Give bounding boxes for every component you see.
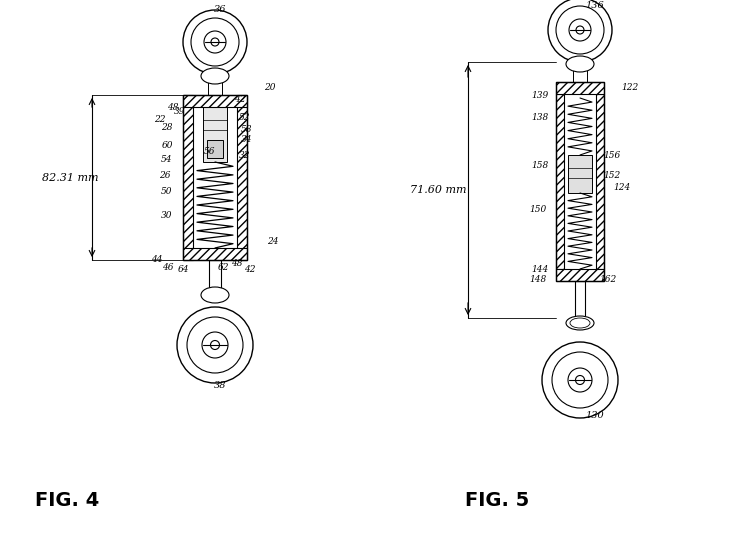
Circle shape [556,6,604,54]
Bar [183,95,247,260]
Bar [556,82,604,94]
Text: 32: 32 [239,150,250,159]
Text: 150: 150 [530,205,547,214]
Text: 138: 138 [531,114,548,123]
Text: FIG. 4: FIG. 4 [35,491,99,509]
Circle shape [542,342,618,418]
Text: 136: 136 [586,1,604,9]
Text: 28: 28 [161,124,172,133]
Ellipse shape [201,287,229,303]
Circle shape [204,31,226,53]
Circle shape [548,0,612,62]
Text: 152: 152 [603,170,621,179]
Text: 30: 30 [161,210,172,219]
Bar [556,94,564,269]
Bar [193,107,237,248]
Text: 34: 34 [242,135,253,144]
Circle shape [569,19,591,41]
Text: 50: 50 [161,188,172,196]
Text: 139: 139 [531,90,548,99]
Circle shape [191,18,239,66]
Text: 162: 162 [599,275,616,285]
Text: 54: 54 [161,155,172,164]
Text: 44: 44 [152,255,163,265]
Bar [568,155,592,193]
Text: 158: 158 [531,160,548,169]
Circle shape [575,376,584,385]
Text: 60: 60 [161,140,172,149]
Text: 122: 122 [621,83,638,93]
Text: 39: 39 [174,108,186,117]
Circle shape [576,26,584,34]
Ellipse shape [566,316,594,330]
Bar [203,107,227,162]
Circle shape [177,307,253,383]
Bar [556,269,604,281]
Text: 42: 42 [244,265,256,275]
Bar [556,82,604,281]
Text: 20: 20 [264,83,276,93]
Ellipse shape [566,56,594,72]
Text: 124: 124 [614,184,631,193]
Bar [237,95,247,260]
Text: 56: 56 [204,148,216,157]
Circle shape [183,10,247,74]
Bar [183,95,193,260]
Text: 48: 48 [231,260,243,269]
Text: 36: 36 [214,6,226,14]
Text: 62: 62 [217,264,229,273]
Text: 42: 42 [234,95,246,104]
Text: 82.31 mm: 82.31 mm [42,173,98,183]
Text: 48: 48 [167,103,178,112]
Bar [596,94,604,269]
Circle shape [568,368,592,392]
Text: 26: 26 [159,170,171,179]
Text: 38: 38 [214,381,226,390]
Ellipse shape [570,318,590,328]
Circle shape [211,341,220,350]
Circle shape [202,332,228,358]
Text: 144: 144 [531,265,548,275]
Ellipse shape [201,68,229,84]
Bar [564,94,596,269]
Text: 52: 52 [239,114,250,123]
Text: 156: 156 [603,150,621,159]
Circle shape [187,317,243,373]
Bar [207,140,223,158]
Bar [183,95,247,107]
Text: 130: 130 [586,411,604,420]
Text: 46: 46 [162,264,174,273]
Circle shape [552,352,608,408]
Text: 64: 64 [177,265,189,275]
Bar [183,248,247,260]
Text: 22: 22 [154,115,166,124]
Text: FIG. 5: FIG. 5 [465,491,530,509]
Text: 71.60 mm: 71.60 mm [410,185,466,195]
Circle shape [211,38,219,46]
Text: 58: 58 [242,125,253,134]
Text: 24: 24 [267,238,279,246]
Text: 148: 148 [530,275,547,285]
